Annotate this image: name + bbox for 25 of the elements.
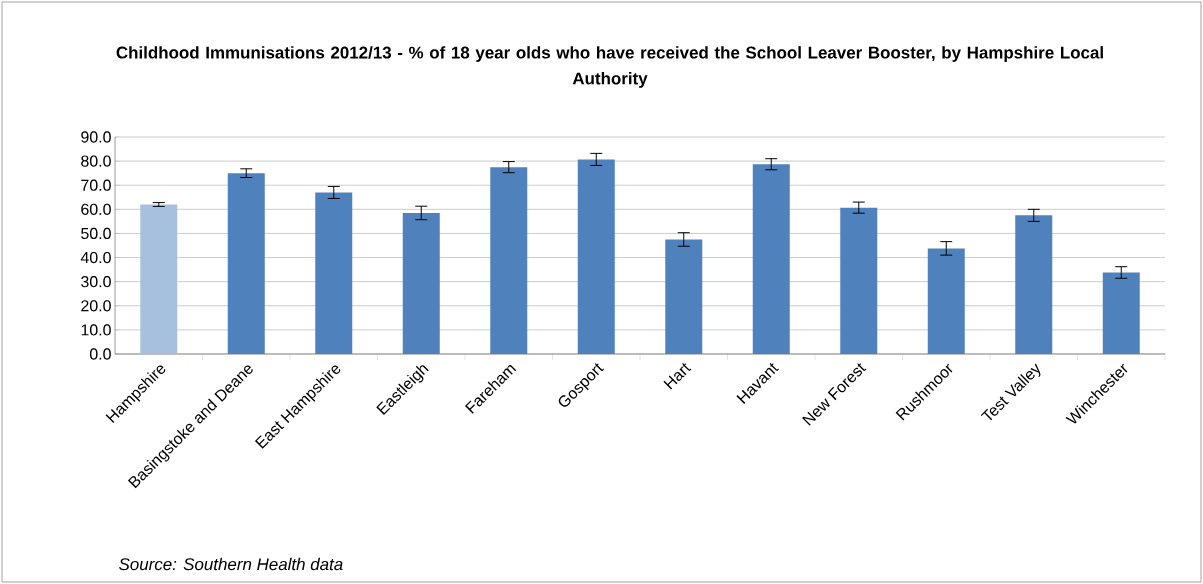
bar [490, 167, 528, 354]
bar [927, 248, 965, 354]
bar [752, 164, 790, 354]
y-tick-label: 40.0 [80, 251, 111, 264]
y-tick-label: 0.0 [89, 348, 111, 360]
chart-title: Childhood Immunisations 2012/13 - % of 18 year olds who have received the School Leaver Booster, by Hampshire Local Authority [116, 46, 1103, 88]
y-tick-label: 20.0 [81, 300, 111, 312]
y-tick-label: 30.0 [81, 276, 111, 288]
y-tick-label: 90.0 [81, 131, 111, 143]
y-tick-label: 50.0 [81, 227, 111, 240]
bar [665, 239, 703, 354]
bar [840, 207, 878, 354]
bar [227, 173, 265, 354]
x-tick-label: Hart [663, 363, 692, 390]
bar [1102, 272, 1140, 354]
y-tick-label: 80.0 [81, 155, 111, 167]
source-note: Source: Southern Health data [119, 557, 343, 571]
bar [577, 159, 615, 354]
y-tick-label: 60.0 [81, 203, 111, 215]
bar [402, 212, 440, 354]
bar [315, 192, 353, 354]
y-tick-label: 70.0 [81, 179, 111, 191]
bar [140, 204, 178, 354]
bar [1015, 215, 1053, 354]
y-tick-label: 10.0 [81, 324, 111, 336]
